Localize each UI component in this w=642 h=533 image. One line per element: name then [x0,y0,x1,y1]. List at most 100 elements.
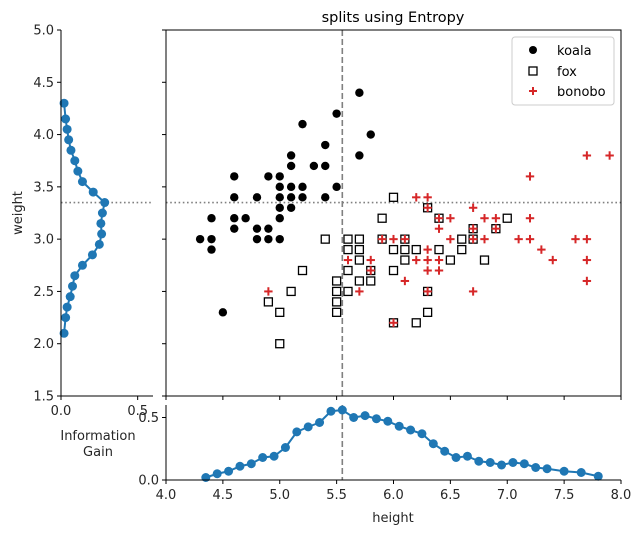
bonobo-point [480,234,489,244]
legend-frame [511,36,615,106]
bottom-gain-point [383,416,393,426]
koala-point [230,224,239,233]
bottom-gain-line [205,408,599,479]
bottom-gain-point [394,421,404,431]
fox-point [331,286,342,297]
legend-bonobo-label: bonobo [557,85,606,100]
fox-point [388,244,399,255]
bonobo-point [480,214,489,223]
bonobo-point [468,287,478,296]
left-y-tick-label: 5.0 [33,24,54,39]
koala-point [298,193,307,202]
bonobo-point [400,234,410,244]
left-gain-point [65,292,75,302]
bottom-gain-point [519,459,529,469]
left-y-tick-label: 1.5 [33,390,54,405]
left-gain-point [70,271,80,281]
left-y-tick-label: 4.5 [33,76,54,91]
bonobo-point [389,234,398,244]
koala-point [355,88,364,97]
left-gain-point [61,114,71,124]
bottom-x-tick-label: 5.5 [326,488,347,503]
bottom-y-tick-label: 0.0 [138,474,159,489]
fox-point [457,234,467,244]
bonobo-point [434,266,444,275]
koala-point [275,172,284,181]
bonobo-point [491,214,501,223]
bonobo-point [423,245,432,254]
left-y-tick-label: 2.0 [33,337,54,352]
fox-point [343,244,353,255]
left-gain-plot: 1.5 2.0 2.5 3.0 3.5 4.0 4.5 5.0 0.0 0.5 [33,24,153,419]
koala-point [252,234,262,244]
left-gain-point [97,229,107,239]
left-gain-point [59,328,69,338]
koala-point [207,245,216,254]
fox-point [377,213,387,223]
fox-point [275,307,285,317]
left-gain-point [100,198,110,208]
bottom-x-tick-label: 8.0 [611,488,632,503]
koala-point [264,172,273,181]
bottom-gain-point [508,458,518,467]
fox-point [331,307,342,317]
bottom-gain-point [417,429,427,439]
koala-point [286,193,296,202]
koala-point [264,234,273,244]
bottom-gain-point [440,446,450,456]
bottom-gain-point [292,427,302,437]
koala-point [355,151,364,160]
bottom-gain-point [531,463,541,472]
bonobo-point [548,255,557,265]
left-gain-point [64,135,74,145]
series-bonobo [264,151,614,327]
fox-point [343,265,353,276]
bottom-gain-point [360,411,370,421]
left-gain-point [94,239,104,249]
fox-point [422,307,433,317]
koala-point [286,151,296,160]
koala-point [298,119,307,129]
y-axis-label: weight [11,191,26,235]
fox-point [434,244,444,255]
legend-fox-marker [528,66,538,76]
bonobo-point [446,234,455,244]
bottom-gain-point [428,439,438,449]
koala-point [241,214,250,223]
left-gain-point [62,302,72,312]
x-axis-label: height [372,511,413,526]
koala-point [309,161,319,171]
bonobo-point [366,266,375,275]
legend-koala-label: koala [557,44,592,59]
left-gain-point [77,177,87,187]
koala-point [230,193,239,202]
left-gain-point [61,313,71,323]
left-x-axis-label-line1: Information [60,429,135,444]
koala-point [230,214,239,223]
bottom-gain-point [315,418,325,427]
fox-point [343,286,353,297]
bottom-gain-point [485,458,495,467]
koala-point [230,172,239,181]
koala-point [275,234,284,244]
left-gain-point [73,166,83,176]
bottom-gain-point [542,464,552,474]
bottom-x-tick-label: 5.0 [269,488,290,503]
bottom-gain-point [576,468,586,477]
koala-point [321,193,330,202]
bonobo-point [434,255,444,265]
left-gain-point [87,250,97,260]
fox-point [457,244,467,255]
bonobo-point [423,203,432,212]
bottom-gain-point [337,405,347,415]
bonobo-point [355,287,364,296]
bonobo-point [264,287,273,296]
bottom-gain-point [235,461,245,471]
left-y-tick-label: 3.5 [33,180,54,195]
fox-point [388,192,399,202]
bonobo-point [525,234,535,244]
bottom-gain-point [201,473,211,482]
koala-point [207,234,216,244]
bottom-gain-point [462,451,472,461]
koala-point [275,193,284,202]
